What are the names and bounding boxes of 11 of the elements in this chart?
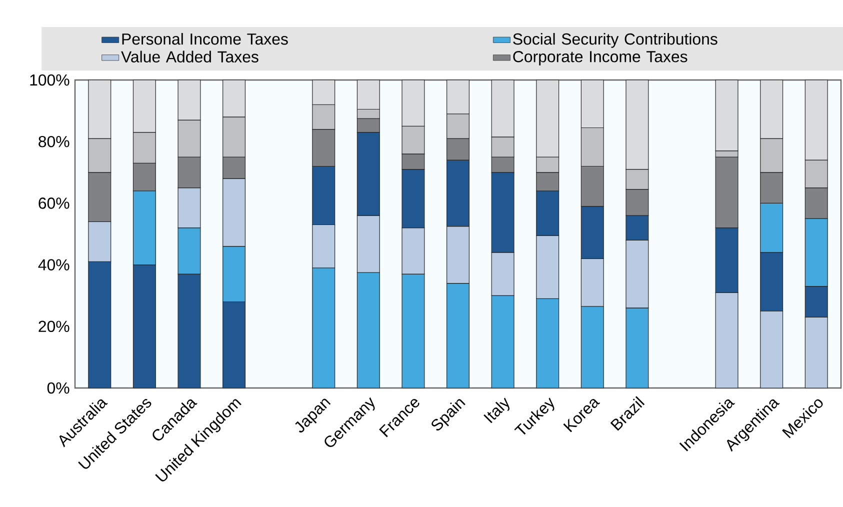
y-tick-label: 60% (38, 198, 70, 209)
legend-label: Social Security Contributions (513, 33, 718, 48)
y-tick-label: 100% (30, 74, 70, 86)
y-tick-label: 20% (38, 320, 70, 332)
y-tick-label: 80% (38, 136, 70, 148)
legend-label: Corporate Income Taxes (513, 50, 688, 66)
y-tick-label: 0% (47, 382, 70, 394)
y-tick-label: 40% (38, 259, 70, 270)
legend-label: Value Added Taxes (121, 50, 258, 62)
x-tick-label: Italy (484, 398, 510, 424)
legend-label: Personal Income Taxes (122, 33, 288, 45)
